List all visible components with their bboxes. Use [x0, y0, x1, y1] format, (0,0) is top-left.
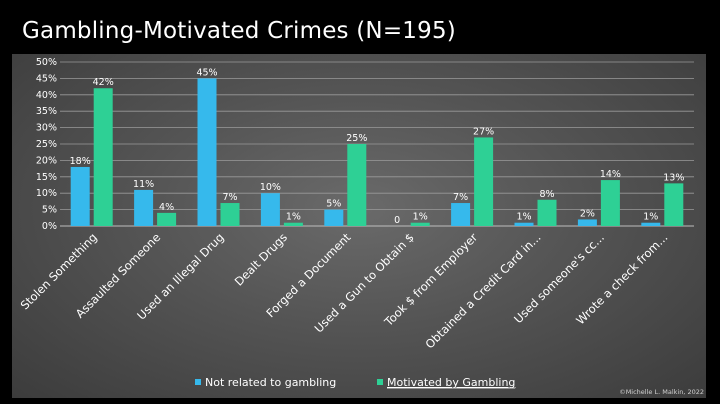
bar-not-related: [70, 166, 90, 226]
data-label: 1%: [516, 212, 531, 223]
data-label: 0: [394, 215, 400, 226]
data-label: 11%: [133, 179, 154, 190]
bar-not-related: [197, 78, 217, 227]
category-label: Obtained a Credit Card in...: [422, 230, 543, 351]
bar-motivated: [283, 222, 303, 226]
y-tick-label: 45%: [36, 73, 57, 84]
data-label: 42%: [93, 77, 114, 88]
y-tick-label: 10%: [36, 188, 57, 199]
data-label: 5%: [326, 199, 341, 210]
data-label: 27%: [473, 126, 494, 137]
y-tick-label: 15%: [36, 172, 57, 183]
data-label: 14%: [600, 169, 621, 180]
bar-motivated: [537, 199, 557, 226]
y-tick-label: 50%: [36, 57, 57, 68]
y-tick-label: 0%: [42, 221, 57, 232]
data-label: 18%: [70, 156, 91, 167]
bar-not-related: [577, 219, 597, 226]
data-label: 45%: [196, 67, 217, 78]
bar-motivated: [410, 222, 430, 226]
copyright-note: ©Michelle L. Malkin, 2022: [619, 388, 704, 396]
legend-swatch: [377, 379, 383, 385]
chart-panel: 0% 5% 10% 15% 20% 25% 30% 35% 40% 45% 50% 18% 42% Sto…: [12, 54, 706, 398]
data-label: 4%: [159, 202, 174, 213]
bar-not-related: [260, 193, 280, 226]
y-tick-label: 40%: [36, 90, 57, 101]
data-label: 13%: [663, 172, 684, 183]
y-tick-label: 20%: [36, 155, 57, 166]
bar-chart: 0%5%10%15%20%25%30%35%40%45%50%18%42%Sto…: [18, 57, 694, 389]
data-label: 25%: [346, 133, 367, 144]
data-label: 7%: [222, 192, 237, 203]
bar-motivated: [600, 180, 620, 226]
bar-not-related: [134, 189, 154, 226]
y-tick-label: 35%: [36, 106, 57, 117]
bar-motivated: [347, 144, 367, 226]
y-tick-label: 5%: [42, 205, 57, 216]
bar-motivated: [664, 183, 684, 226]
data-label: 7%: [453, 192, 468, 203]
category-label: Dealt Drugs: [232, 230, 290, 288]
data-label: 8%: [539, 189, 554, 200]
bar-motivated: [474, 137, 494, 226]
bar-motivated: [220, 203, 240, 226]
legend-swatch: [195, 379, 201, 385]
bar-motivated: [93, 88, 113, 226]
slide-title: Gambling-Motivated Crimes (N=195): [22, 18, 456, 44]
bar-not-related: [514, 222, 534, 226]
data-label: 1%: [413, 212, 428, 223]
data-label: 2%: [580, 208, 595, 219]
data-label: 1%: [643, 212, 658, 223]
bar-motivated: [157, 212, 177, 226]
data-label: 10%: [260, 182, 281, 193]
bar-not-related: [324, 209, 344, 226]
y-tick-label: 30%: [36, 123, 57, 134]
legend-label: Not related to gambling: [205, 376, 336, 389]
data-label: 1%: [286, 212, 301, 223]
bar-not-related: [641, 222, 661, 226]
legend-label: Motivated by Gambling: [387, 376, 515, 389]
y-tick-label: 25%: [36, 139, 57, 150]
bar-not-related: [451, 203, 471, 226]
